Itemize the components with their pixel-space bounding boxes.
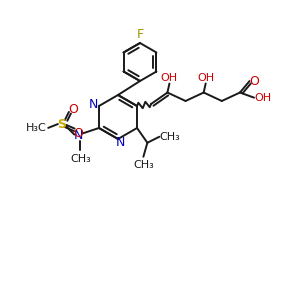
Text: OH: OH [197, 73, 214, 82]
Text: CH₃: CH₃ [70, 154, 91, 164]
Text: OH: OH [161, 73, 178, 82]
Text: N: N [88, 98, 98, 110]
Text: O: O [73, 127, 83, 140]
Text: OH: OH [254, 93, 272, 103]
Text: H₃C: H₃C [26, 123, 46, 133]
Text: CH₃: CH₃ [133, 160, 154, 170]
Text: F: F [136, 28, 144, 41]
Text: N: N [115, 136, 125, 149]
Text: CH₃: CH₃ [159, 132, 180, 142]
Text: S: S [57, 118, 66, 130]
Text: N: N [74, 129, 83, 142]
Text: O: O [68, 103, 78, 116]
Text: O: O [250, 74, 260, 88]
